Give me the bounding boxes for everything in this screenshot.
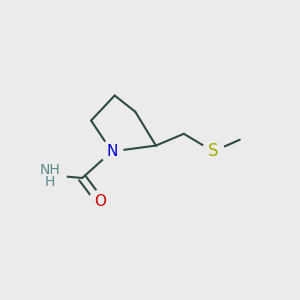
Circle shape bbox=[34, 160, 66, 193]
Text: N: N bbox=[106, 144, 117, 159]
Text: O: O bbox=[94, 194, 106, 209]
Text: S: S bbox=[208, 142, 219, 160]
Circle shape bbox=[100, 140, 123, 163]
Text: H: H bbox=[45, 175, 55, 188]
Circle shape bbox=[202, 140, 224, 163]
Circle shape bbox=[89, 190, 111, 213]
Text: NH: NH bbox=[40, 163, 60, 177]
